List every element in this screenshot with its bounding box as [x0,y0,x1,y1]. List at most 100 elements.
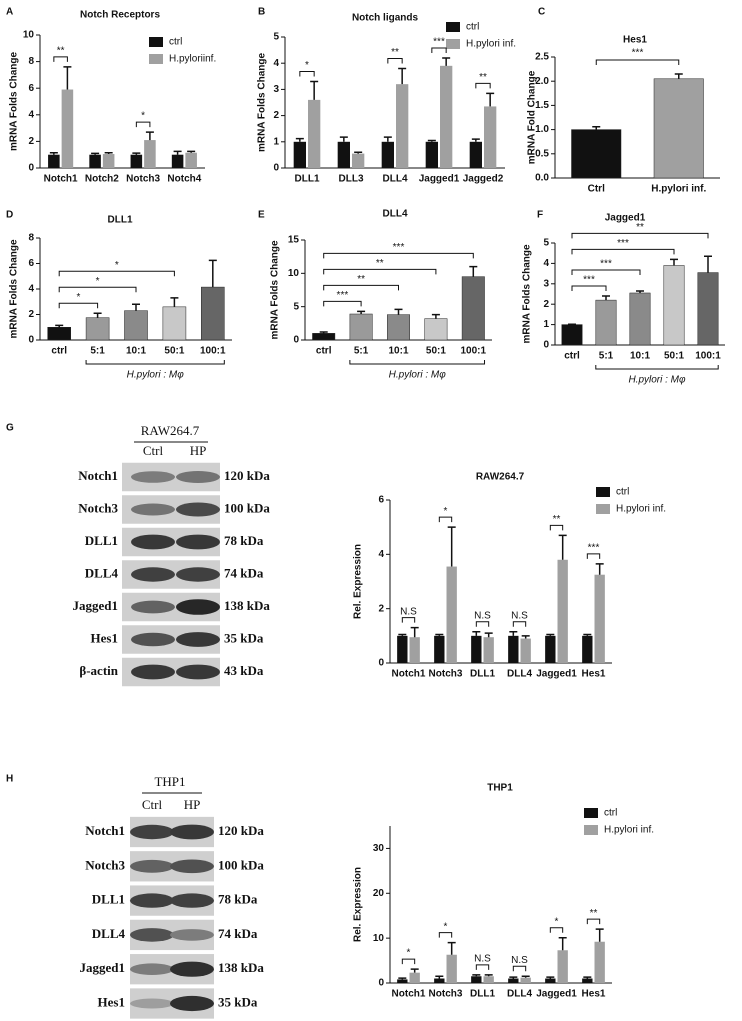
bar [461,276,485,341]
y-tick-label: 0 [543,340,549,351]
y-tick-label: 2.0 [535,76,549,87]
bar [520,638,531,663]
x-tick-label: ctrl [564,351,580,362]
bar [185,152,197,168]
size-label: 78 kDa [218,892,258,907]
significance-bracket [512,965,527,972]
error-bar [339,136,348,142]
x-tick-label: Ctrl [588,184,605,195]
blot-band [131,567,175,582]
x-tick-label: 50:1 [664,351,684,362]
y-axis-label: mRNA Folds Change [9,52,20,152]
blot-band [170,859,214,874]
error-bar [173,150,182,155]
significance-bracket [549,927,564,933]
error-bar [484,632,493,638]
legend-label: H.pylori inf. [466,39,516,50]
error-bar [592,125,601,130]
blot-band [176,599,220,615]
blot-band [131,534,175,550]
chart-title: Hes1 [623,35,647,46]
significance-label: * [305,60,309,71]
error-bar [509,976,518,979]
bar [484,106,497,168]
significance-label: ** [376,258,384,269]
error-bar [583,976,592,979]
error-bar [670,258,678,266]
y-tick-label: 0.0 [535,173,549,184]
error-bar [319,331,328,334]
error-bar [484,974,493,977]
x-tick-label: Notch3 [429,669,463,680]
y-tick-label: 2 [28,309,34,320]
panel-label: D [6,210,13,221]
bar [629,292,651,346]
y-tick-label: 1.5 [535,100,549,111]
x-tick-label: DLL1 [470,989,495,1000]
error-bar [383,136,392,142]
significance-bracket [135,121,151,128]
legend-label: H.pylori inf. [604,825,654,836]
y-tick-label: 5 [293,301,299,312]
group-bracket [85,360,225,365]
error-bar [431,313,440,319]
significance-bracket [58,302,99,309]
significance-label: *** [600,259,612,270]
significance-bracket [431,47,447,53]
panel-label: B [258,7,265,18]
error-bar [410,968,419,973]
error-bar [435,975,444,979]
error-bar [447,941,456,955]
x-tick-label: Hes1 [582,989,606,1000]
significance-bracket [475,621,490,627]
bar [89,154,101,168]
y-axis-label: Rel. Expression [353,544,364,619]
x-tick-label: Hes1 [582,669,606,680]
bar [312,333,336,341]
significance-bracket [387,57,403,64]
bar [594,574,605,663]
x-tick-label: Notch1 [392,989,426,1000]
bar [469,141,482,168]
blot-band [130,893,174,908]
blot-band [170,824,214,840]
y-tick-label: 4 [28,109,34,120]
lane-label: Ctrl [142,797,163,812]
significance-label: ** [636,222,644,233]
bar [653,78,704,179]
bar [520,977,531,983]
significance-label: * [407,948,411,959]
chart-title: DLL1 [108,215,133,226]
lane-label: HP [190,443,207,458]
bar [595,299,617,346]
y-tick-label: 0.5 [535,148,549,159]
y-axis-label: mRNA Fold Change [527,70,538,164]
significance-label: * [444,921,448,932]
protein-label: Hes1 [91,630,118,645]
chart-title: DLL4 [383,209,408,220]
error-bar [595,928,604,942]
y-tick-label: 8 [28,56,34,67]
chart-title: Notch Receptors [80,10,160,21]
y-tick-label: 2 [543,299,549,310]
protein-label: Jagged1 [73,598,119,613]
error-bar [558,936,567,951]
significance-label: *** [588,542,600,553]
blot-band [170,961,214,977]
error-bar [398,67,407,85]
bar [440,65,453,168]
legend-swatch [446,22,460,32]
significance-bracket [401,617,416,623]
blot-band [170,929,214,941]
lane-label: Ctrl [143,443,164,458]
protein-label: DLL1 [85,533,118,548]
protein-label: DLL4 [92,926,126,941]
error-bar [104,151,113,155]
y-tick-label: 1.0 [535,124,549,135]
y-tick-label: 10 [288,268,300,279]
x-tick-label: DLL1 [470,669,495,680]
y-tick-label: 15 [288,235,300,246]
significance-label: *** [433,37,445,48]
x-tick-label: ctrl [51,346,67,357]
significance-bracket [323,284,399,291]
